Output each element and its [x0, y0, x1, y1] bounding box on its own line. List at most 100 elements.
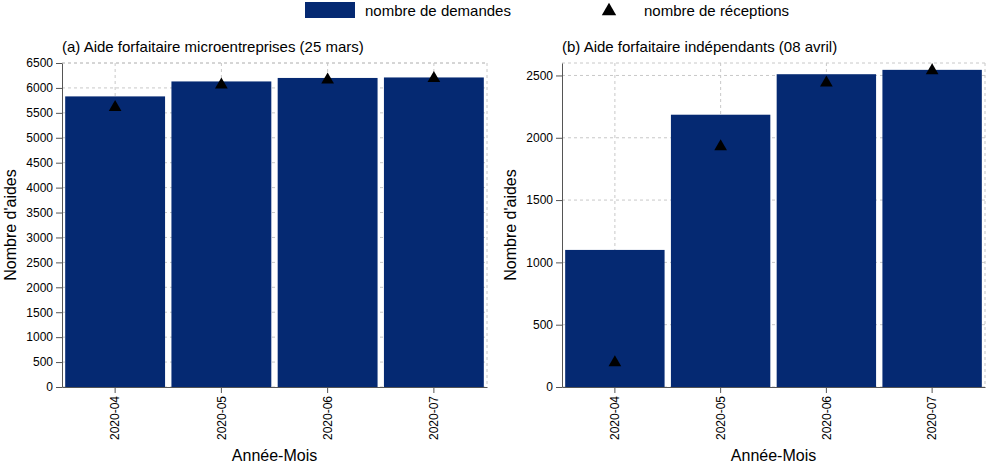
tick: 6500 [26, 56, 62, 70]
bar [777, 74, 876, 387]
tick-mark [720, 387, 721, 393]
tick-mark [56, 63, 62, 64]
tick-label: 2000 [26, 281, 53, 295]
tick-label: 2000 [526, 131, 553, 145]
panel: 0 500 1000 1500 2000 2500 3000 3500 4000 4500 5000… [2, 38, 488, 464]
tick-label: 0 [46, 380, 53, 394]
tick-mark [56, 188, 62, 189]
frame-top [62, 63, 487, 64]
x-axis: 2020-04 2020-05 2020-06 2020-07 [63, 387, 488, 440]
tick-label: 6000 [26, 81, 53, 95]
y-axis: 0 500 1000 1500 2000 2500 3000 3500 4000 4500 5000… [26, 56, 62, 394]
tick-label: 2020-07 [427, 396, 441, 440]
tick-label: 1500 [526, 193, 553, 207]
tick-mark [56, 362, 62, 363]
title: (b) Aide forfaitaire indépendants (08 av… [562, 38, 837, 55]
marker [926, 63, 939, 74]
tick: 1500 [526, 193, 562, 207]
bar [171, 81, 271, 387]
tick-mark [56, 337, 62, 338]
legend: nombre de demandes nombre de réceptions [305, 2, 789, 19]
tick: 500 [33, 355, 62, 369]
axis-line [63, 387, 488, 388]
tick-mark [56, 237, 62, 238]
tick: 2500 [26, 256, 62, 270]
tick: 3000 [26, 231, 62, 245]
y-axis-title: Nombre d'aides [502, 169, 519, 281]
tick-mark [56, 138, 62, 139]
tick-label: 5000 [26, 131, 53, 145]
tick-label: 2500 [26, 256, 53, 270]
tick-label: 5500 [26, 106, 53, 120]
tick: 2020-07 [427, 387, 441, 440]
y-axis: 05001000150020002500 [526, 64, 562, 395]
tick: 1000 [526, 256, 562, 270]
tick-label: 2020-06 [820, 396, 834, 440]
marker [321, 73, 334, 84]
tick-mark [556, 138, 562, 139]
tick-label: 2020-06 [321, 396, 335, 440]
marker [714, 139, 727, 150]
tick-label: 3000 [26, 231, 53, 245]
tick-mark [115, 387, 116, 393]
tick: 2020-06 [820, 387, 834, 440]
marker [428, 71, 441, 82]
tick-mark [221, 387, 222, 393]
tick-label: 2020-05 [714, 396, 728, 440]
tick-label: 2020-05 [215, 396, 229, 440]
marker [820, 76, 833, 87]
tick: 2020-07 [925, 387, 939, 440]
x-axis: 2020-04 2020-05 2020-06 2020-07 [563, 387, 986, 440]
tick-label: 4500 [26, 156, 53, 170]
bar [671, 115, 770, 387]
plot-area [565, 63, 982, 387]
grid-line-y [62, 63, 487, 64]
tick-mark [826, 387, 827, 393]
tick-mark [433, 387, 434, 393]
tick: 0 [546, 380, 562, 394]
bar [882, 70, 981, 387]
tick: 2020-04 [108, 387, 122, 440]
tick: 5500 [26, 106, 62, 120]
tick: 5000 [26, 131, 62, 145]
tick-label: 1000 [26, 330, 53, 344]
tick: 500 [533, 318, 562, 332]
tick-mark [56, 88, 62, 89]
bar [278, 78, 378, 387]
tick-mark [56, 262, 62, 263]
marker [609, 355, 622, 366]
marker [215, 78, 228, 89]
tick: 6000 [26, 81, 62, 95]
legend-swatch [602, 3, 616, 15]
axis-line [562, 64, 563, 388]
legend-label: nombre de réceptions [644, 2, 789, 19]
tick-mark [556, 200, 562, 201]
legend-label: nombre de demandes [365, 2, 511, 19]
marker [109, 100, 122, 111]
tick-label: 2020-04 [608, 396, 622, 440]
x-axis-title: Année-Mois [731, 447, 816, 464]
tick-mark [56, 113, 62, 114]
tick-mark [556, 262, 562, 263]
tick: 4000 [26, 181, 62, 195]
axis-line [563, 387, 986, 388]
frame-top [562, 63, 985, 64]
tick-mark [56, 163, 62, 164]
tick-label: 2020-07 [925, 396, 939, 440]
tick-mark [614, 387, 615, 393]
tick: 2020-04 [608, 387, 622, 440]
tick: 2000 [526, 131, 562, 145]
grid [562, 63, 985, 387]
tick-mark [56, 213, 62, 214]
tick-mark [327, 387, 328, 393]
tick: 3500 [26, 206, 62, 220]
tick: 2020-05 [714, 387, 728, 440]
tick-label: 500 [33, 355, 53, 369]
tick-label: 1500 [26, 306, 53, 320]
chart-root: 0500100015002000250030003500400045005000… [0, 0, 1000, 466]
tick-label: 6500 [26, 56, 53, 70]
panel: 050010001500200025002020-042020-052020-0… [502, 38, 986, 464]
tick-label: 0 [546, 380, 553, 394]
tick-mark [556, 325, 562, 326]
tick-label: 3500 [26, 206, 53, 220]
